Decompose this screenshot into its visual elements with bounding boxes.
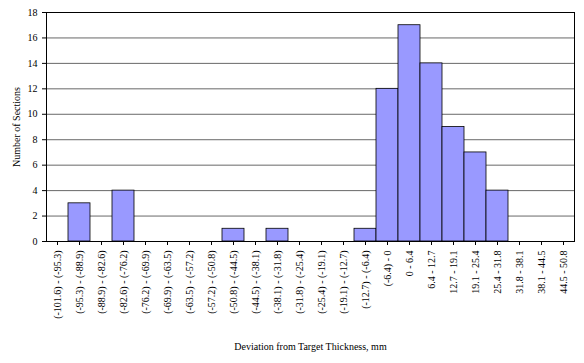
svg-text:(-57.2) - (-50.8): (-57.2) - (-50.8) <box>206 251 218 314</box>
svg-text:Deviation from Target Thicknes: Deviation from Target Thickness, mm <box>234 341 387 352</box>
svg-text:18: 18 <box>28 7 38 18</box>
svg-text:(-31.8) - (-25.4): (-31.8) - (-25.4) <box>294 251 306 314</box>
svg-text:(-95.3) - (-88.9): (-95.3) - (-88.9) <box>74 251 86 314</box>
svg-text:(-69.9) - (-63.5): (-69.9) - (-63.5) <box>162 251 174 314</box>
svg-text:31.8 - 38.1: 31.8 - 38.1 <box>514 251 525 294</box>
svg-text:12: 12 <box>28 83 38 94</box>
svg-text:(-25.4) - (-19.1): (-25.4) - (-19.1) <box>316 251 328 314</box>
svg-text:(-88.9) - (-82.6): (-88.9) - (-82.6) <box>96 251 108 314</box>
svg-text:(-44.5) - (-38.1): (-44.5) - (-38.1) <box>250 251 262 314</box>
svg-text:4: 4 <box>33 185 38 196</box>
svg-text:0 - 6.4: 0 - 6.4 <box>404 251 415 277</box>
svg-text:(-101.6) - (-95.3): (-101.6) - (-95.3) <box>52 251 64 319</box>
svg-text:0: 0 <box>33 236 38 247</box>
svg-text:38.1 - 44.5: 38.1 - 44.5 <box>536 251 547 294</box>
svg-text:(-38.1) - (-31.8): (-38.1) - (-31.8) <box>272 251 284 314</box>
svg-text:16: 16 <box>28 32 38 43</box>
svg-text:(-82.6) - (-76.2): (-82.6) - (-76.2) <box>118 251 130 314</box>
svg-text:10: 10 <box>28 108 38 119</box>
svg-text:6: 6 <box>33 159 38 170</box>
svg-text:12.7 - 19.1: 12.7 - 19.1 <box>448 251 459 294</box>
svg-text:8: 8 <box>33 134 38 145</box>
svg-text:25.4 - 31.8: 25.4 - 31.8 <box>492 251 503 294</box>
svg-text:6.4 - 12.7: 6.4 - 12.7 <box>426 251 437 289</box>
svg-text:Number of Sections: Number of Sections <box>11 87 22 167</box>
svg-text:(-6.4) - 0: (-6.4) - 0 <box>382 251 394 287</box>
svg-text:(-50.8) - (-44.5): (-50.8) - (-44.5) <box>228 251 240 314</box>
svg-text:44.5 - 50.8: 44.5 - 50.8 <box>558 251 569 294</box>
svg-text:(-63.5) - (-57.2): (-63.5) - (-57.2) <box>184 251 196 314</box>
svg-text:(-19.1) - (-12.7): (-19.1) - (-12.7) <box>338 251 350 314</box>
svg-text:14: 14 <box>28 58 38 69</box>
svg-text:2: 2 <box>33 210 38 221</box>
svg-text:(-76.2) - (-69.9): (-76.2) - (-69.9) <box>140 251 152 314</box>
svg-text:(-12.7) - (-6.4): (-12.7) - (-6.4) <box>360 251 372 309</box>
svg-text:19.1 - 25.4: 19.1 - 25.4 <box>470 251 481 294</box>
